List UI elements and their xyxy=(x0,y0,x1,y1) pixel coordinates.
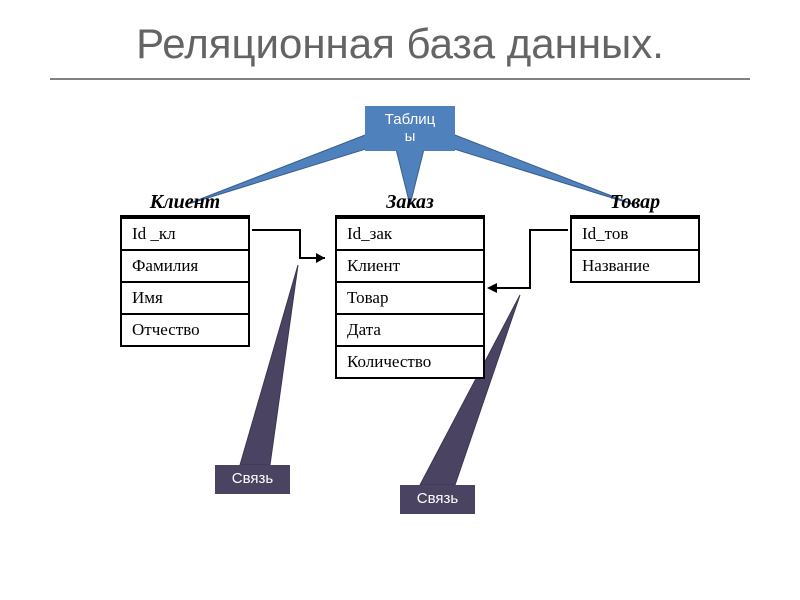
table-row: Id _кл xyxy=(122,217,248,249)
table-row: Отчество xyxy=(122,313,248,345)
table-order: Заказ Id_зак Клиент Товар Дата Количеств… xyxy=(335,215,485,379)
table-row: Название xyxy=(572,249,698,281)
table-product-header: Товар xyxy=(572,189,698,216)
table-row: Id_зак xyxy=(337,217,483,249)
table-client: Клиент Id _кл Фамилия Имя Отчество xyxy=(120,215,250,347)
table-product: Товар Id_тов Название xyxy=(570,215,700,283)
table-row: Дата xyxy=(337,313,483,345)
table-row: Фамилия xyxy=(122,249,248,281)
table-row: Клиент xyxy=(337,249,483,281)
diagram-area: Таблицы Клиент Id _кл Фамилия Имя Отчест… xyxy=(0,100,800,600)
callout-link-right: Связь xyxy=(400,485,475,514)
table-row: Товар xyxy=(337,281,483,313)
table-row: Количество xyxy=(337,345,483,377)
callout-link-left: Связь xyxy=(215,465,290,494)
table-row: Id_тов xyxy=(572,217,698,249)
title-underline xyxy=(50,78,750,80)
page-title: Реляционная база данных. xyxy=(0,20,800,68)
table-order-header: Заказ xyxy=(337,189,483,216)
callout-tables: Таблицы xyxy=(365,106,455,151)
table-row: Имя xyxy=(122,281,248,313)
table-client-header: Клиент xyxy=(122,189,248,216)
